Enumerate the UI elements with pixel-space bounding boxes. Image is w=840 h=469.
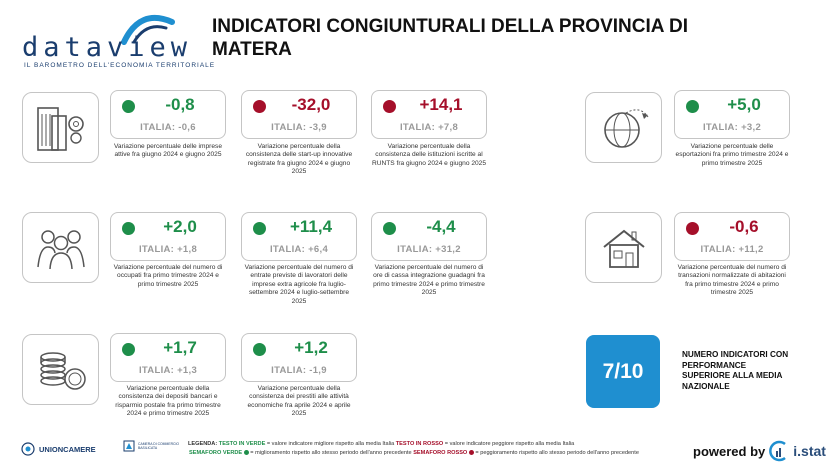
indicator-description: Variazione percentuale della consistenza… bbox=[247, 385, 351, 418]
indicator-value: +14,1 bbox=[419, 95, 463, 114]
globe-plane-icon bbox=[585, 92, 662, 163]
buildings-gear-icon bbox=[22, 92, 99, 163]
logo-tagline: IL BAROMETRO DELL'ECONOMIA TERRITORIALE bbox=[24, 62, 216, 69]
status-dot-icon bbox=[122, 343, 135, 356]
indicator-description: Variazione percentuale della consistenza… bbox=[115, 385, 221, 418]
dataview-logo: dataview IL BAROMETRO DELL'ECONOMIA TERR… bbox=[22, 12, 214, 72]
indicator-description: Variazione percentuale della consistenza… bbox=[245, 143, 353, 176]
logo-arc-icon bbox=[121, 15, 175, 45]
status-dot-icon bbox=[383, 100, 396, 113]
house-icon bbox=[585, 212, 662, 283]
status-dot-icon bbox=[253, 343, 266, 356]
legend-green-desc: = valore indicatore migliore rispetto al… bbox=[265, 441, 396, 447]
unioncamere-emblem-icon bbox=[21, 442, 35, 456]
red-dot-icon bbox=[468, 450, 474, 456]
indicator-description: Variazione percentuale della consistenza… bbox=[371, 143, 486, 167]
status-dot-icon bbox=[686, 222, 699, 235]
italia-value: ITALIA: +31,2 bbox=[397, 244, 461, 255]
score-label: NUMERO INDICATORI CON PERFORMANCE SUPERI… bbox=[682, 350, 789, 391]
indicator-card-cassa-integrazione: -4,4 ITALIA: +31,2 bbox=[371, 212, 487, 261]
indicator-card-imprese-attive: -0,8 ITALIA: -0,6 bbox=[110, 90, 226, 139]
italia-value: ITALIA: +3,2 bbox=[702, 122, 762, 133]
status-dot-icon bbox=[686, 100, 699, 113]
indicator-card-depositi: +1,7 ITALIA: +1,3 bbox=[110, 333, 226, 382]
italia-value: ITALIA: +7,8 bbox=[399, 122, 459, 133]
legend-label: LEGENDA: bbox=[188, 441, 218, 447]
italia-value: ITALIA: +1,8 bbox=[138, 244, 198, 255]
indicator-description: Variazione percentuale delle imprese att… bbox=[113, 143, 222, 159]
indicator-card-runts: +14,1 ITALIA: +7,8 bbox=[371, 90, 487, 139]
indicator-value: -4,4 bbox=[426, 217, 456, 236]
indicator-description: Variazione percentuale del numero di occ… bbox=[113, 264, 223, 288]
status-dot-icon bbox=[383, 222, 396, 235]
indicator-card-prestiti: +1,2 ITALIA: -1,9 bbox=[241, 333, 357, 382]
legend-line-1: LEGENDA: TESTO IN VERDE = valore indicat… bbox=[188, 440, 668, 449]
green-dot-icon bbox=[243, 450, 249, 456]
status-dot-icon bbox=[122, 100, 135, 113]
indicator-description: Variazione percentuale del numero di ore… bbox=[373, 264, 485, 297]
chamber-text: CAMERA DI COMMERCIO BASILICATA bbox=[138, 442, 180, 450]
legend-green-dot-text: SEMAFORO VERDE bbox=[189, 450, 243, 456]
indicator-card-transazioni-abitazioni: -0,6 ITALIA: +11,2 bbox=[674, 212, 790, 261]
indicator-card-occupati: +2,0 ITALIA: +1,8 bbox=[110, 212, 226, 261]
status-dot-icon bbox=[253, 222, 266, 235]
indicator-card-esportazioni: +5,0 ITALIA: +3,2 bbox=[674, 90, 790, 139]
italia-value: ITALIA: +1,3 bbox=[138, 365, 198, 376]
score-badge: 7/10 bbox=[586, 335, 660, 408]
indicator-card-start-up: -32,0 ITALIA: -3,9 bbox=[241, 90, 357, 139]
indicator-value: -0,8 bbox=[165, 95, 195, 114]
indicator-card-entrate-previste: +11,4 ITALIA: +6,4 bbox=[241, 212, 357, 261]
indicator-value: +1,7 bbox=[163, 338, 197, 357]
unioncamere-text: UNIONCAMERE bbox=[39, 444, 96, 454]
page-title: INDICATORI CONGIUNTURALI DELLA PROVINCIA… bbox=[212, 16, 689, 60]
italia-value: ITALIA: -1,9 bbox=[271, 365, 327, 376]
legend-green-dot-desc: = miglioramento rispetto allo stesso per… bbox=[248, 450, 414, 456]
indicator-description: Variazione percentuale del numero di ent… bbox=[244, 264, 354, 305]
legend-red-desc: = valore indicatore peggiore rispetto al… bbox=[443, 441, 575, 447]
italia-value: ITALIA: -0,6 bbox=[140, 122, 196, 133]
italia-value: ITALIA: -3,9 bbox=[271, 122, 327, 133]
istat-brand: i.stat bbox=[793, 443, 826, 459]
indicator-description: Variazione percentuale delle esportazion… bbox=[675, 143, 789, 167]
chamber-logo: CAMERA DI COMMERCIO BASILICATA bbox=[123, 440, 190, 452]
indicator-value: -0,6 bbox=[729, 217, 759, 236]
italia-value: ITALIA: +6,4 bbox=[269, 244, 329, 255]
legend-green-text: TESTO IN VERDE bbox=[218, 441, 266, 447]
istat-logo-icon bbox=[769, 440, 787, 462]
indicator-value: +5,0 bbox=[727, 95, 761, 114]
powered-by-text: powered by bbox=[693, 443, 766, 459]
indicator-value: +1,2 bbox=[294, 338, 328, 357]
indicator-description: Variazione percentuale del numero di tra… bbox=[677, 264, 787, 297]
legend-red-text: TESTO IN ROSSO bbox=[395, 441, 444, 447]
indicator-value: -32,0 bbox=[291, 95, 331, 114]
logo-wordmark: dataview bbox=[22, 32, 193, 63]
coins-icon bbox=[22, 334, 99, 405]
status-dot-icon bbox=[122, 222, 135, 235]
italia-value: ITALIA: +11,2 bbox=[700, 244, 764, 255]
indicator-value: +11,4 bbox=[289, 217, 333, 236]
legend-red-dot-text: SEMAFORO ROSSO bbox=[413, 450, 468, 456]
powered-by: powered by i.stat bbox=[693, 440, 826, 462]
chamber-emblem-icon bbox=[123, 440, 135, 452]
indicator-value: +2,0 bbox=[163, 217, 197, 236]
legend-line-2: SEMAFORO VERDE = miglioramento rispetto … bbox=[188, 449, 668, 458]
status-dot-icon bbox=[253, 100, 266, 113]
people-icon bbox=[22, 212, 99, 283]
legend: LEGENDA: TESTO IN VERDE = valore indicat… bbox=[188, 440, 668, 458]
legend-red-dot-desc: = peggioramento rispetto allo stesso per… bbox=[473, 450, 639, 456]
unioncamere-logo: UNIONCAMERE bbox=[21, 442, 96, 456]
